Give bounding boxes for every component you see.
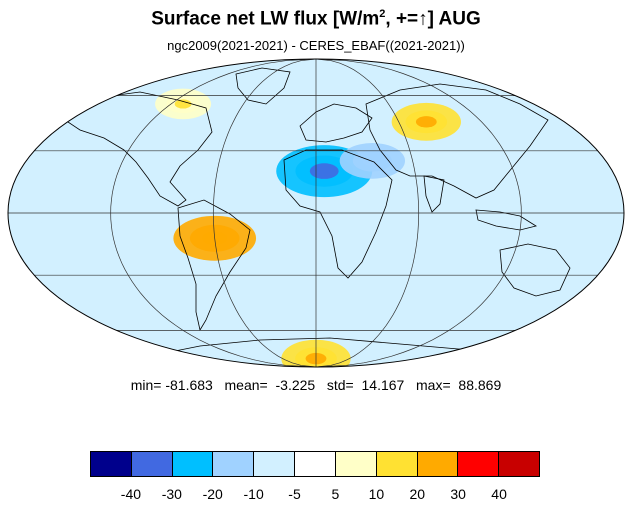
mean-label: mean= (224, 377, 268, 393)
colorbar-tick-label: -5 (288, 486, 301, 502)
flux-anomaly-region (525, 260, 542, 270)
colorbar-tick-label: 40 (491, 486, 507, 502)
colorbar-cell (91, 452, 132, 476)
colorbar-tick-label: 30 (450, 486, 466, 502)
colorbar-cell (376, 452, 418, 476)
colorbar-tick-label: 5 (331, 486, 340, 502)
mean-value: -3.225 (275, 377, 316, 393)
colorbar-tick-label: -30 (161, 486, 182, 502)
colorbar-labels: -40 -30 -20 -10 -5 5 10 20 30 40 (90, 486, 540, 502)
flux-anomaly-region (362, 155, 383, 167)
min-value: -81.683 (165, 377, 213, 393)
statistics-line: min= -81.683 mean= -3.225 std= 14.167 ma… (0, 377, 632, 393)
flux-anomaly-region (309, 163, 339, 179)
colorbar-cell (213, 452, 255, 476)
globe-outline (7, 58, 625, 368)
coastline-asia (365, 83, 549, 199)
colorbar-tick-label: 10 (368, 486, 385, 502)
colorbar-tick-label: -10 (243, 486, 264, 502)
std-label: std= (326, 377, 354, 393)
colorbar (90, 451, 540, 477)
colorbar-cell (458, 452, 500, 476)
title-superscript: 2 (379, 8, 386, 20)
coastline-greenland (235, 67, 291, 105)
colorbar-cell (131, 452, 173, 476)
flux-anomaly-region (174, 99, 192, 109)
colorbar-tick-label: -20 (202, 486, 223, 502)
colorbar-cell (335, 452, 377, 476)
colorbar-cell (254, 452, 296, 476)
coastline-africa (283, 149, 393, 279)
colorbar-cell (417, 452, 459, 476)
std-value: 14.167 (361, 377, 405, 393)
coastline-north-america (61, 91, 213, 207)
title-prefix: Surface net LW flux [W/m (151, 8, 380, 30)
graticule-lines (8, 59, 624, 367)
title-middle: , += (385, 8, 419, 30)
max-value: 88.869 (458, 377, 502, 393)
plot-subtitle: ngc2009(2021-2021) - CERES_EBAF((2021-20… (167, 38, 465, 53)
title-suffix: ] AUG (427, 8, 481, 30)
colorbar-cell (295, 452, 336, 476)
colorbar-cell (172, 452, 214, 476)
colorbar-tick-label: -40 (120, 486, 142, 502)
max-label: max= (416, 377, 451, 393)
coastline-australia (499, 243, 571, 297)
coastline-south-america (177, 199, 251, 332)
colorbar-cell (499, 452, 539, 476)
flux-anomaly-region (415, 116, 437, 128)
coastline-india (423, 175, 445, 213)
plot-title: Surface net LW flux [W/m2, +=↑] AUG (0, 8, 632, 30)
min-label: min= (130, 377, 162, 393)
colorbar-tick-label: 20 (409, 486, 426, 502)
up-arrow-icon: ↑ (418, 8, 428, 30)
